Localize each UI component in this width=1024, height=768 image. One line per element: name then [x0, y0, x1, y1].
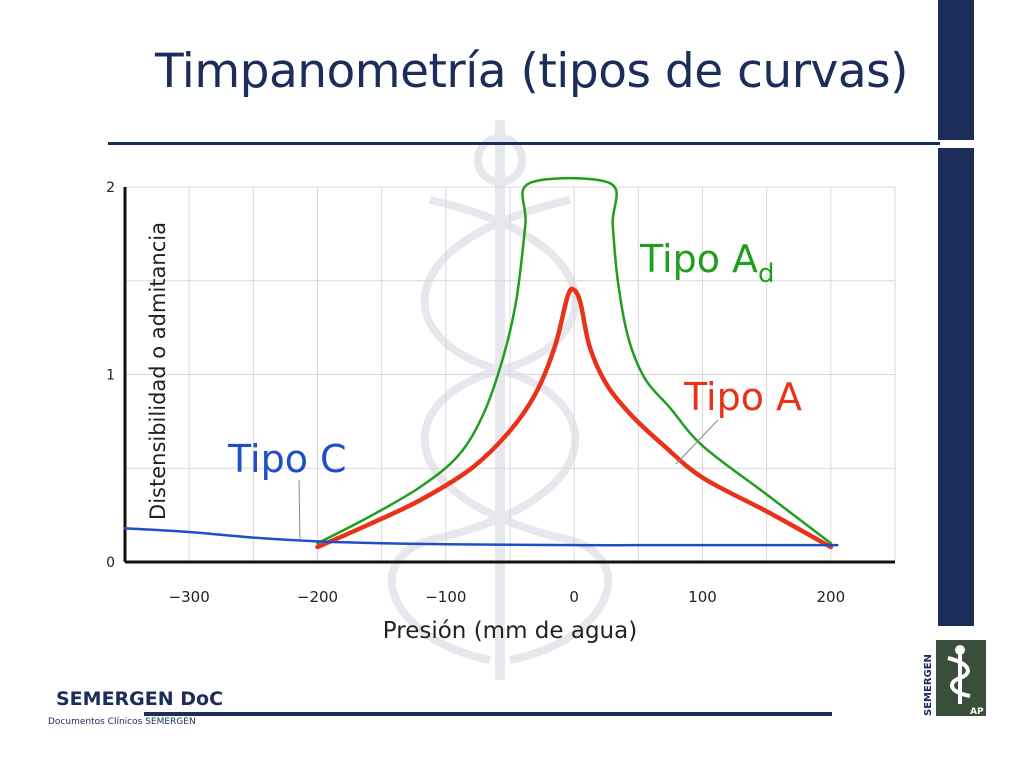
series-line-tipo-c	[123, 527, 839, 547]
watermark-caduceus	[387, 120, 613, 680]
series	[123, 176, 839, 550]
label-leader-tipo-a	[675, 419, 719, 465]
y-tick-label: 2	[106, 180, 115, 196]
right-accent-bar-bottom	[938, 148, 974, 626]
footer-logo: SEMERGEN DoC	[56, 688, 224, 710]
semergen-ap-badge: SEMERGEN AP	[918, 638, 988, 718]
badge-text: SEMERGEN	[923, 654, 934, 716]
caduceus-icon	[947, 648, 971, 704]
x-tick-label: −100	[425, 588, 466, 606]
x-tick-label: 200	[817, 588, 846, 606]
series-line-tipo-ad	[316, 176, 833, 545]
title-divider	[108, 142, 940, 145]
axes: −300 −200 −100 0 100 200 0 1 2	[106, 180, 895, 606]
series-label-tipo-ad: Tipo Ad	[639, 237, 775, 289]
y-axis-label: Distensibilidad o admitancia	[146, 222, 170, 520]
y-tick-label: 1	[106, 368, 115, 384]
footer-divider	[144, 712, 832, 716]
x-tick-label: −300	[169, 588, 210, 606]
x-tick-label: −200	[297, 588, 338, 606]
slide-title: Timpanometría (tipos de curvas)	[155, 44, 908, 99]
label-leader-tipo-c	[298, 479, 301, 541]
right-accent-bar-top	[938, 0, 974, 140]
series-label-tipo-c: Tipo C	[227, 437, 347, 481]
x-tick-label: 100	[688, 588, 717, 606]
series-labels: Tipo A Tipo Ad Tipo C	[227, 237, 802, 541]
y-tick-label: 0	[106, 555, 115, 571]
badge-sub-text: AP	[970, 707, 984, 717]
series-line-tipo-a	[315, 286, 834, 550]
footer-subtitle: Documentos Clínicos SEMERGEN	[48, 717, 196, 727]
x-axis-label: Presión (mm de agua)	[383, 618, 637, 644]
x-tick-label: 0	[569, 588, 579, 606]
series-label-tipo-a: Tipo A	[683, 375, 802, 419]
